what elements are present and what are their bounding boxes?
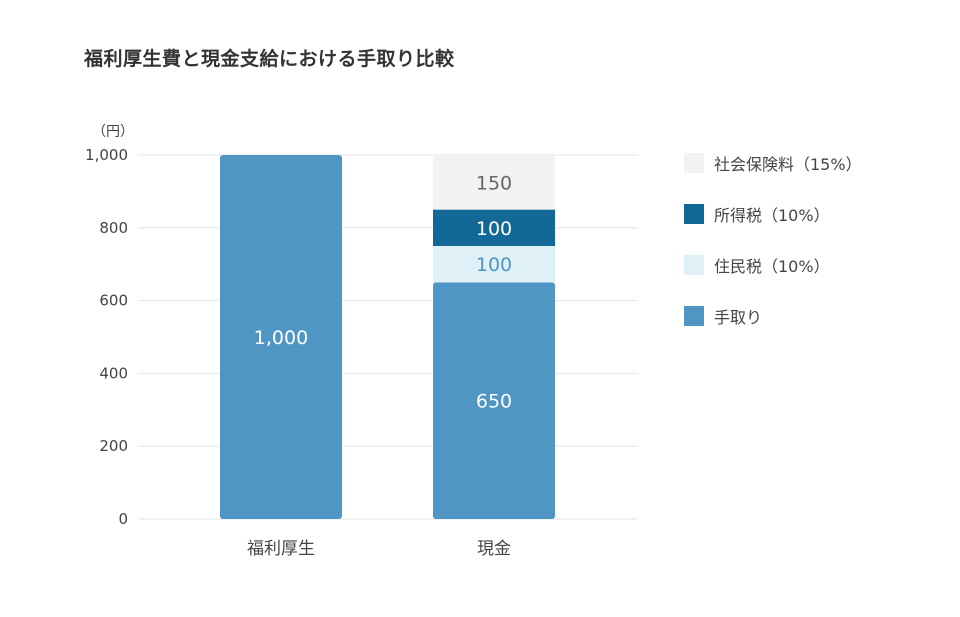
y-tick-label: 200 (99, 437, 128, 455)
y-axis-unit-label: （円） (92, 124, 134, 140)
legend-label: 所得税（10%） (714, 206, 830, 225)
legend: 社会保険料（15%） 所得税（10%） 住民税（10%） 手取り (684, 150, 862, 354)
legend-swatch (684, 255, 704, 275)
y-tick-label: 0 (118, 510, 128, 528)
legend-item: 住民税（10%） (684, 252, 862, 278)
bar-stack: 1,000 (220, 155, 342, 519)
bar-segment (433, 246, 555, 283)
bar-segment (433, 209, 555, 246)
bar-data-label: 1,000 (254, 327, 308, 349)
bar-data-label: 100 (476, 218, 512, 240)
bar-segment (433, 155, 555, 210)
legend-item: 手取り (684, 303, 862, 329)
bar-segment (220, 155, 342, 519)
y-tick-label: 400 (99, 364, 128, 382)
legend-label: 手取り (714, 308, 763, 327)
legend-label: 社会保険料（15%） (714, 155, 862, 174)
x-category-label: 福利厚生 (247, 539, 315, 559)
legend-item: 所得税（10%） (684, 201, 862, 227)
bar-stack: 650 100 100 150 (433, 155, 555, 519)
x-category-label: 現金 (477, 539, 511, 559)
y-tick-label: 800 (99, 219, 128, 237)
legend-item: 社会保険料（15%） (684, 150, 862, 176)
chart-title: 福利厚生費と現金支給における手取り比較 (84, 48, 455, 70)
bar-data-label: 650 (476, 391, 512, 413)
x-axis-categories: 福利厚生 現金 (247, 539, 511, 559)
y-tick-label: 600 (99, 292, 128, 310)
bar-data-label: 150 (476, 172, 512, 194)
gridlines (138, 154, 638, 520)
bar-segment (433, 282, 555, 519)
legend-label: 住民税（10%） (714, 257, 830, 276)
legend-swatch (684, 204, 704, 224)
bar-data-label: 100 (476, 254, 512, 276)
y-axis-ticks: 0 200 400 600 800 1,000 (85, 146, 128, 528)
y-tick-label: 1,000 (85, 146, 128, 164)
legend-swatch (684, 306, 704, 326)
bars: 1,000 650 100 100 150 (220, 155, 555, 519)
legend-swatch (684, 153, 704, 173)
